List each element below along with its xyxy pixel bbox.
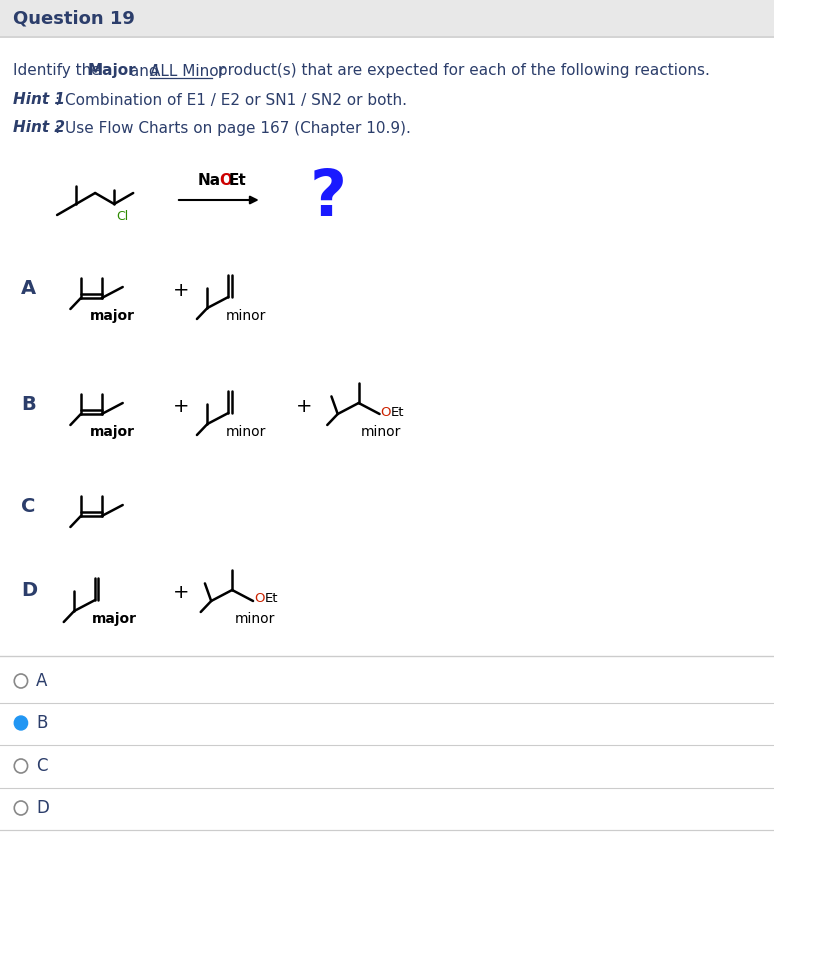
Text: Et: Et xyxy=(265,592,278,606)
Text: +: + xyxy=(296,396,313,415)
Text: minor: minor xyxy=(234,612,275,626)
Text: Na: Na xyxy=(198,173,221,188)
Text: +: + xyxy=(173,396,189,415)
Text: ?: ? xyxy=(309,167,347,229)
FancyBboxPatch shape xyxy=(0,0,774,36)
Text: Hint 1: Hint 1 xyxy=(13,93,65,107)
Text: Cl: Cl xyxy=(116,210,129,223)
Text: major: major xyxy=(90,425,135,439)
Text: Et: Et xyxy=(228,173,246,188)
Text: ALL Minor: ALL Minor xyxy=(151,64,225,78)
Text: O: O xyxy=(380,406,391,418)
Text: A: A xyxy=(21,278,36,298)
Text: +: + xyxy=(173,583,189,603)
Text: +: + xyxy=(173,280,189,299)
Text: Question 19: Question 19 xyxy=(13,9,135,27)
Circle shape xyxy=(15,716,28,730)
Text: A: A xyxy=(36,672,47,690)
Text: major: major xyxy=(90,309,135,323)
Text: : Combination of E1 / E2 or SN1 / SN2 or both.: : Combination of E1 / E2 or SN1 / SN2 or… xyxy=(55,93,407,107)
Text: Major: Major xyxy=(88,64,136,78)
Text: Hint 2: Hint 2 xyxy=(13,121,65,135)
Text: B: B xyxy=(21,394,36,413)
Text: D: D xyxy=(36,799,49,817)
Text: minor: minor xyxy=(225,425,265,439)
Text: major: major xyxy=(92,612,137,626)
Text: Et: Et xyxy=(391,406,405,418)
Text: B: B xyxy=(36,714,47,732)
Text: O: O xyxy=(219,173,232,188)
Text: minor: minor xyxy=(225,309,265,323)
Text: and: and xyxy=(125,64,163,78)
Text: C: C xyxy=(36,757,48,775)
Text: C: C xyxy=(21,497,35,516)
Text: minor: minor xyxy=(361,425,400,439)
Text: D: D xyxy=(21,582,37,601)
Text: Identify the: Identify the xyxy=(13,64,106,78)
Text: product(s) that are expected for each of the following reactions.: product(s) that are expected for each of… xyxy=(213,64,710,78)
Text: : Use Flow Charts on page 167 (Chapter 10.9).: : Use Flow Charts on page 167 (Chapter 1… xyxy=(55,121,411,135)
Text: O: O xyxy=(254,592,265,606)
